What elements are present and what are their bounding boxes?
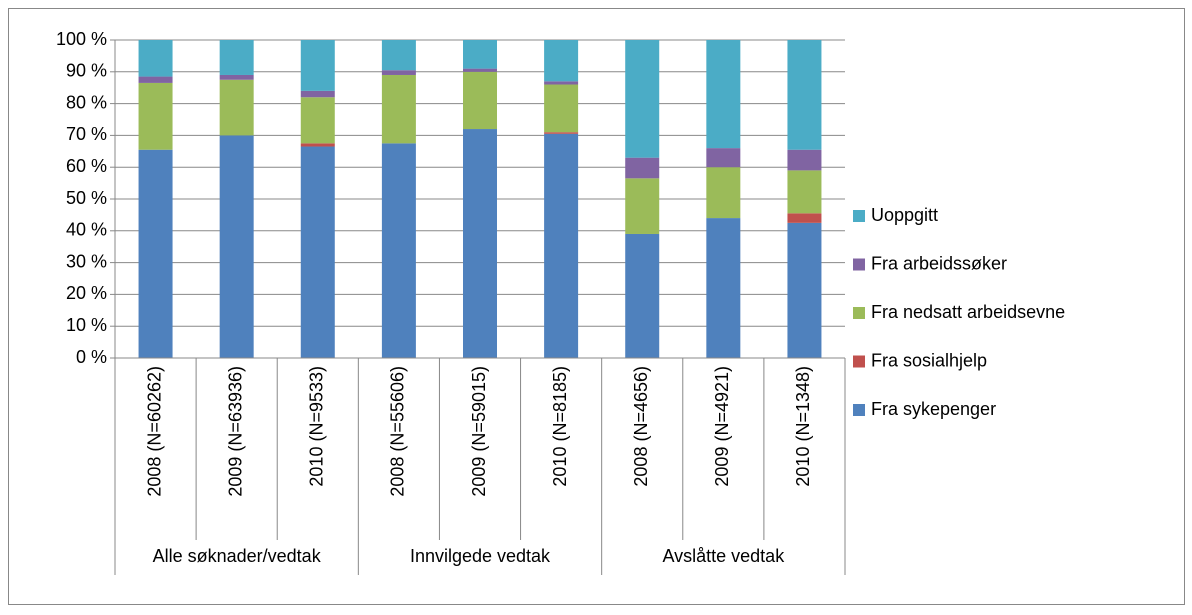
y-tick-label: 80 % [66,92,107,112]
group-label: Alle søknader/vedtak [153,546,322,566]
y-tick-label: 30 % [66,251,107,271]
bar-segment [300,143,335,147]
x-tick-label: 2010 (N=1348) [793,366,813,487]
bar-segment [706,40,741,149]
y-tick-label: 10 % [66,315,107,335]
legend-label: Fra sykepenger [871,399,996,419]
bar-segment [300,90,335,98]
bar-segment [138,149,173,358]
y-tick-label: 100 % [56,29,107,49]
chart-border [8,8,1185,605]
x-tick-label: 2008 (N=4656) [631,366,651,487]
bar-segment [463,71,497,130]
bar-segment [300,97,335,144]
x-tick-label: 2009 (N=59015) [469,366,489,497]
legend-label: Fra arbeidssøker [871,253,1007,273]
bar-segment [625,233,660,358]
bar-segment [381,74,416,144]
legend-label: Uoppgitt [871,205,938,225]
y-tick-label: 20 % [66,283,107,303]
bar-segment [787,222,822,358]
bar-segment [787,149,822,171]
legend-swatch [853,307,865,319]
bar-segment [625,40,660,158]
group-label: Innvilgede vedtak [410,546,551,566]
y-tick-label: 0 % [76,347,107,367]
x-tick-label: 2009 (N=4921) [712,366,732,487]
bar-segment [219,79,254,136]
bar-segment [219,40,254,75]
bar-segment [138,76,173,83]
bar-segment [787,40,822,150]
bar-segment [544,132,579,134]
y-tick-label: 70 % [66,124,107,144]
bar-segment [219,135,254,358]
legend-swatch [853,258,865,271]
bar-segment [544,81,579,85]
x-tick-label: 2009 (N=63936) [225,366,245,497]
bar-segment [625,178,660,234]
bar-segment [706,167,741,219]
x-tick-label: 2008 (N=60262) [144,366,164,497]
legend-swatch [853,404,865,416]
bar-segment [625,157,660,179]
y-tick-label: 90 % [66,61,107,81]
bar-segment [381,40,416,71]
bar-segment [138,40,173,77]
legend-swatch [853,355,865,368]
bar-segment [300,40,335,91]
bar-segment [381,143,416,358]
y-tick-label: 50 % [66,188,107,208]
bar-segment [463,68,497,72]
bar-segment [544,84,579,133]
legend-label: Fra nedsatt arbeidsevne [871,302,1065,322]
bar-segment [300,146,335,358]
x-tick-label: 2008 (N=55606) [388,366,408,497]
group-label: Avslåtte vedtak [662,546,785,566]
bar-segment [138,82,173,150]
bar-segment [787,170,822,214]
bar-segment [706,148,741,168]
bar-segment [381,70,416,75]
x-tick-label: 2010 (N=9533) [307,366,327,487]
x-tick-label: 2010 (N=8185) [550,366,570,487]
legend-swatch [853,210,865,222]
legend-label: Fra sosialhjelp [871,350,987,370]
bar-segment [787,213,822,223]
bar-segment [706,218,741,358]
bar-segment [463,40,497,69]
y-tick-label: 60 % [66,156,107,176]
bar-segment [544,133,579,358]
y-tick-label: 40 % [66,220,107,240]
bar-segment [219,74,254,80]
bar-segment [463,129,497,358]
bar-segment [544,40,579,82]
